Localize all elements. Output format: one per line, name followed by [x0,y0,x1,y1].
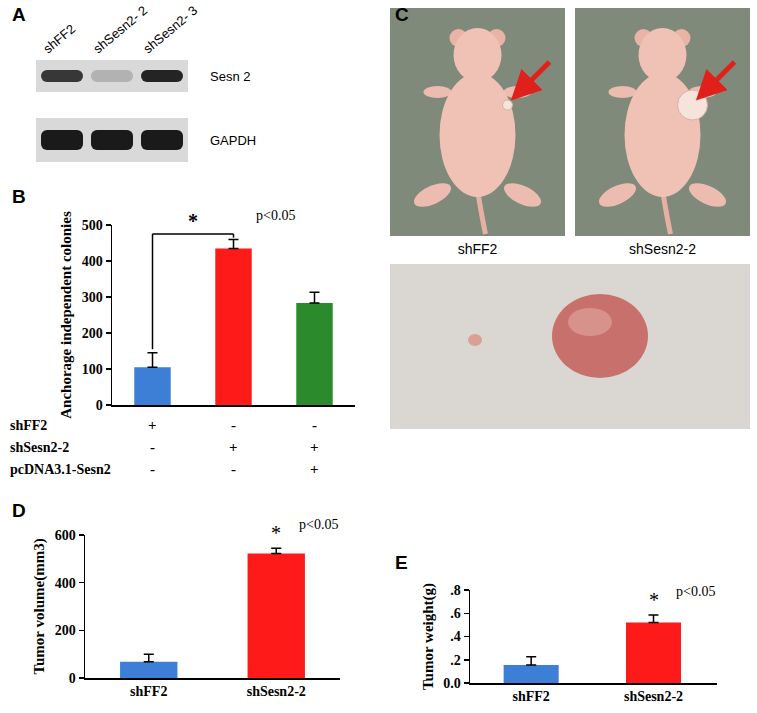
svg-text:0: 0 [96,398,103,413]
svg-text:shSesn2-2: shSesn2-2 [624,689,683,704]
svg-text:GAPDH: GAPDH [210,133,256,148]
svg-text:.6: .6 [450,606,461,621]
svg-text:-: - [150,461,155,477]
svg-text:500: 500 [82,218,103,233]
html-text:A: A [12,4,26,25]
svg-text:+: + [148,417,157,433]
svg-text:.2: .2 [450,653,461,668]
svg-text:0.0: 0.0 [443,676,461,691]
svg-text:p<0.05: p<0.05 [299,517,338,532]
svg-text:+: + [229,439,238,455]
svg-text:p<0.05: p<0.05 [676,584,715,599]
svg-text:Tumor weight(g): Tumor weight(g) [420,583,437,690]
svg-text:p<0.05: p<0.05 [256,208,295,223]
svg-text:Tumor volume(mm3): Tumor volume(mm3) [31,538,48,674]
svg-text:-: - [312,417,317,433]
svg-text:pcDNA3.1-Sesn2: pcDNA3.1-Sesn2 [10,462,111,477]
svg-text:shFF2: shFF2 [40,21,78,56]
svg-text:shFF2: shFF2 [512,689,549,704]
svg-text:shSesn2- 3: shSesn2- 3 [140,3,200,57]
svg-text:0: 0 [69,671,76,686]
svg-text:600: 600 [55,528,76,543]
svg-text:shFF2: shFF2 [130,684,167,699]
svg-text:400: 400 [55,576,76,591]
svg-text:shSesn2-2: shSesn2-2 [10,440,69,455]
html-text:C: C [395,4,409,25]
svg-text:-: - [231,417,236,433]
svg-text:*: * [649,589,659,611]
svg-text:100: 100 [82,362,103,377]
svg-text:shSesn2-2: shSesn2-2 [629,241,696,257]
svg-text:400: 400 [82,254,103,269]
html-text:D: D [12,500,26,521]
svg-text:200: 200 [82,326,103,341]
svg-text:shFF2: shFF2 [458,241,498,257]
svg-text:.8: .8 [450,583,461,598]
svg-text:-: - [150,439,155,455]
html-text:E: E [395,552,408,573]
svg-text:Sesn 2: Sesn 2 [210,69,250,84]
svg-text:300: 300 [82,290,103,305]
svg-text:shSesn2- 2: shSesn2- 2 [90,3,150,57]
svg-text:shFF2: shFF2 [10,418,47,433]
svg-text:*: * [271,522,281,544]
svg-text:+: + [310,439,319,455]
svg-text:200: 200 [55,623,76,638]
svg-text:Anchorage independent colonies: Anchorage independent colonies [58,211,74,419]
svg-text:*: * [188,210,198,232]
svg-text:-: - [231,461,236,477]
svg-text:+: + [310,461,319,477]
html-text:B: B [12,186,26,207]
svg-text:.4: .4 [450,629,461,644]
svg-text:shSesn2-2: shSesn2-2 [247,684,306,699]
